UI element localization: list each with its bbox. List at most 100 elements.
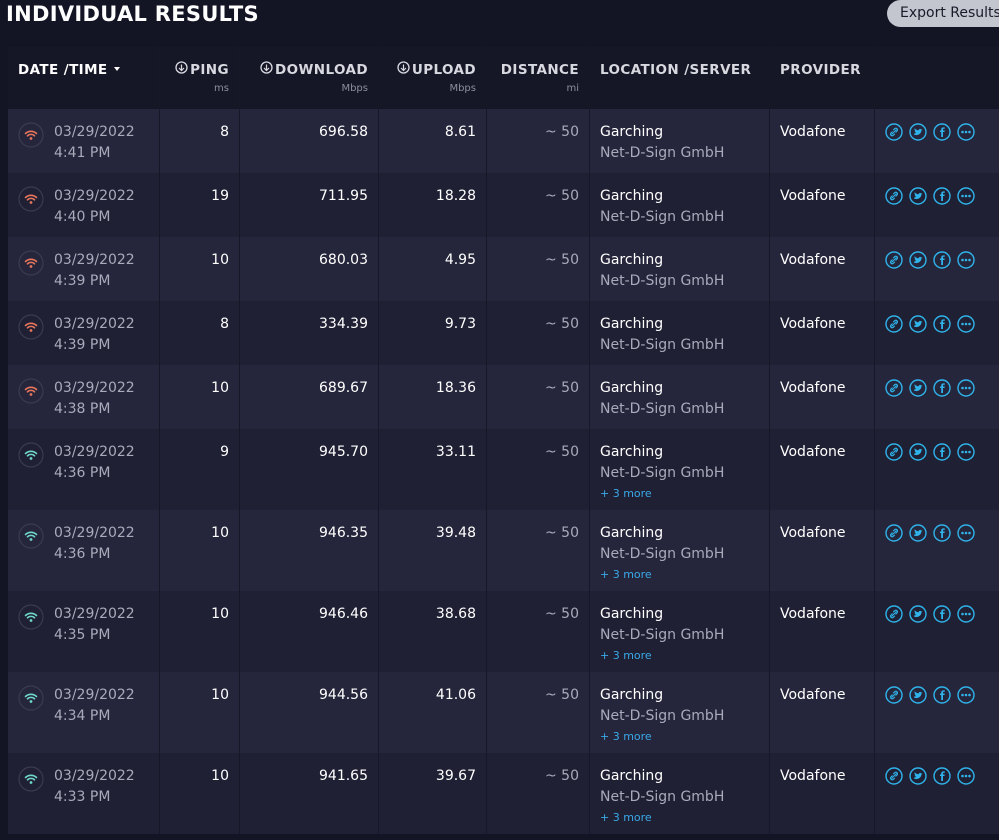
facebook-button[interactable] [933,251,951,269]
result-row[interactable]: 03/29/2022 4:38 PM 10 689.67 18.36 ~ 50 Garchi… [8,365,999,429]
link-button[interactable] [885,443,903,461]
twitter-button[interactable] [909,251,927,269]
result-row[interactable]: 03/29/2022 4:36 PM 9 945.70 33.11 ~ 50 Garchin… [8,429,999,510]
more-servers[interactable]: + 3 more [600,811,652,824]
time: 4:34 PM [54,708,111,724]
more-button[interactable] [957,686,975,704]
link-button[interactable] [885,605,903,623]
result-row[interactable]: 03/29/2022 4:36 PM 10 946.35 39.48 ~ 50 Garchi… [8,510,999,591]
facebook-button[interactable] [933,443,951,461]
more-button[interactable] [957,767,975,785]
more-servers[interactable]: + 3 more [600,568,652,581]
twitter-button[interactable] [909,187,927,205]
ping-cell: 10 [160,237,240,301]
link-button[interactable] [885,187,903,205]
download: 946.35 [319,525,368,541]
ping: 10 [211,606,229,622]
date-time: 03/29/2022 4:40 PM [54,186,135,237]
facebook-button[interactable] [933,767,951,785]
distance: ~ 50 [545,316,579,332]
result-row[interactable]: 03/29/2022 4:35 PM 10 946.46 38.68 ~ 50 Garchi… [8,591,999,672]
twitter-button[interactable] [909,315,927,333]
location-cell: Garching Net-D-Sign GmbH [590,109,770,173]
ping: 10 [211,687,229,703]
result-row[interactable]: 03/29/2022 4:34 PM 10 944.56 41.06 ~ 50 Garchi… [8,672,999,753]
more-button[interactable] [957,443,975,461]
result-row[interactable]: 03/29/2022 4:39 PM 10 680.03 4.95 ~ 50 Garchin… [8,237,999,301]
more-servers[interactable]: + 3 more [600,730,652,743]
time: 4:39 PM [54,337,111,353]
server: Net-D-Sign GmbH [600,145,725,161]
facebook-button[interactable] [933,686,951,704]
link-button[interactable] [885,315,903,333]
result-row[interactable]: 03/29/2022 4:39 PM 8 334.39 9.73 ~ 50 Garching… [8,301,999,365]
date-cell: 03/29/2022 4:34 PM [8,672,160,753]
download: 941.65 [319,768,368,784]
facebook-button[interactable] [933,315,951,333]
provider: Vodafone [780,768,846,784]
twitter-button[interactable] [909,686,927,704]
link-button[interactable] [885,251,903,269]
column-label: DOWNLOAD [275,62,368,78]
twitter-button[interactable] [909,379,927,397]
provider: Vodafone [780,606,846,622]
facebook-button[interactable] [933,524,951,542]
result-row[interactable]: 03/29/2022 4:41 PM 8 696.58 8.61 ~ 50 Garching… [8,109,999,173]
more-button[interactable] [957,187,975,205]
twitter-button[interactable] [909,123,927,141]
more-servers[interactable]: + 3 more [600,649,652,662]
ping-cell: 8 [160,109,240,173]
more-button[interactable] [957,524,975,542]
download-cell: 944.56 [240,672,379,753]
facebook-button[interactable] [933,123,951,141]
upload-cell: 18.36 [379,365,487,429]
location: Garching [600,316,664,332]
more-button[interactable] [957,315,975,333]
date-cell: 03/29/2022 4:35 PM [8,591,160,672]
ping-cell: 10 [160,753,240,834]
column-unit: ms [214,83,229,94]
download: 680.03 [319,252,368,268]
link-button[interactable] [885,686,903,704]
connection-icon [18,604,44,630]
twitter-button[interactable] [909,605,927,623]
column-unit: Mbps [449,83,476,94]
link-button[interactable] [885,379,903,397]
more-button[interactable] [957,379,975,397]
result-row[interactable]: 03/29/2022 4:40 PM 19 711.95 18.28 ~ 50 Garchi… [8,173,999,237]
upload-cell: 39.67 [379,753,487,834]
link-button[interactable] [885,524,903,542]
connection-icon [18,378,44,404]
distance-cell: ~ 50 [487,591,590,672]
twitter-button[interactable] [909,767,927,785]
twitter-button[interactable] [909,524,927,542]
link-button[interactable] [885,767,903,785]
download-cell: 696.58 [240,109,379,173]
link-button[interactable] [885,123,903,141]
server: Net-D-Sign GmbH [600,546,725,562]
facebook-button[interactable] [933,605,951,623]
sort-arrow[interactable] [108,64,124,74]
more-button[interactable] [957,123,975,141]
actions-cell [875,591,999,672]
connection-icon [18,186,44,212]
facebook-button[interactable] [933,379,951,397]
export-button[interactable]: Export Results [887,0,999,27]
facebook-button[interactable] [933,187,951,205]
more-servers[interactable]: + 3 more [600,487,652,500]
time: 4:36 PM [54,465,111,481]
provider: Vodafone [780,316,846,332]
date-time: 03/29/2022 4:36 PM [54,523,135,591]
ping: 9 [220,444,229,460]
location-cell: Garching Net-D-Sign GmbH + 3 more [590,753,770,834]
result-row[interactable]: 03/29/2022 4:33 PM 10 941.65 39.67 ~ 50 Garchi… [8,753,999,834]
twitter-button[interactable] [909,443,927,461]
more-button[interactable] [957,605,975,623]
download-cell: 334.39 [240,301,379,365]
location: Garching [600,444,664,460]
upload-cell: 39.48 [379,510,487,591]
more-button[interactable] [957,251,975,269]
column-label: PROVIDER [780,62,861,78]
date-cell: 03/29/2022 4:41 PM [8,109,160,173]
provider-cell: Vodafone [770,301,875,365]
